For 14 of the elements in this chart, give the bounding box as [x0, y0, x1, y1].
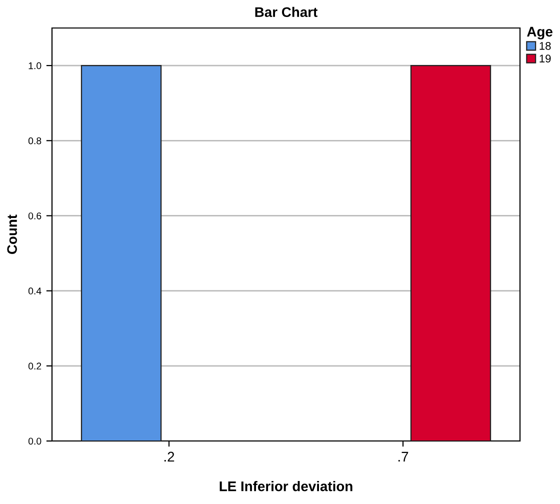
y-tick-label: 0.4: [28, 288, 42, 294]
x-tick-label: .2: [164, 452, 174, 462]
y-tick-label: 0.6: [28, 212, 42, 220]
legend-label: 19: [540, 54, 551, 62]
y-tick-label: 0.8: [28, 137, 42, 144]
y-axis-title: Count: [7, 214, 17, 254]
y-tick-label: 1.0: [28, 62, 42, 70]
x-tick-label: .7: [398, 452, 408, 462]
x-axis-title: LE Inferior deviation: [220, 481, 352, 492]
y-tick-label: 0.2: [28, 362, 42, 370]
y-tick-label: 0.0: [28, 438, 42, 445]
chart-title: Bar Chart: [255, 6, 318, 18]
legend-title: Age: [527, 26, 552, 40]
legend-label: 18: [540, 42, 551, 50]
